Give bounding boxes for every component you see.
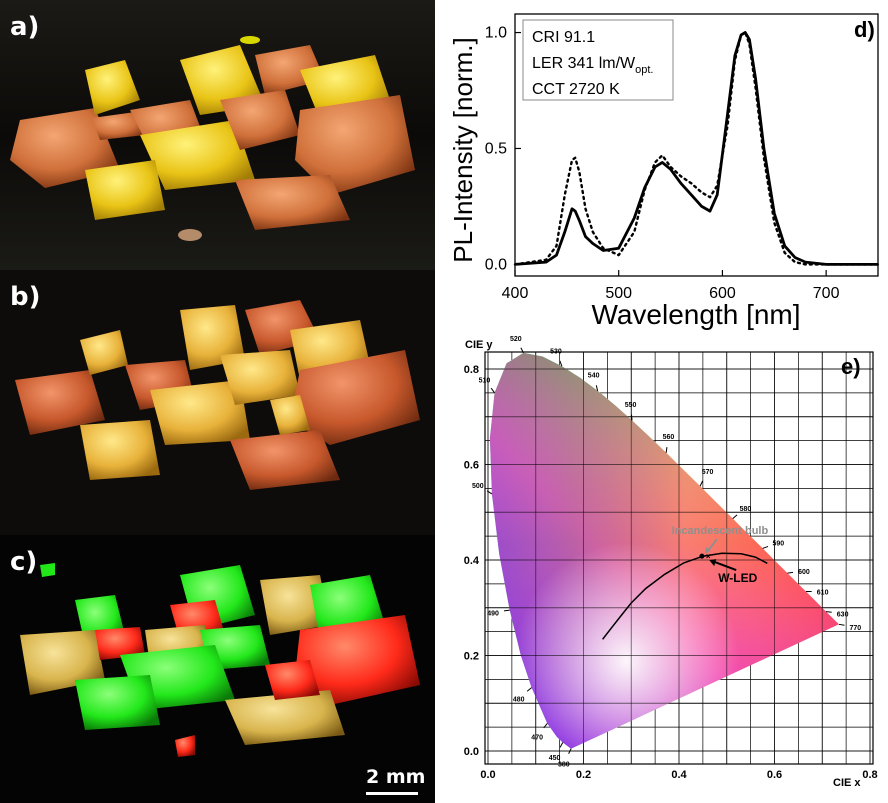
x-tick-label-d: 700 <box>813 285 840 302</box>
wavelength-tick <box>490 387 496 394</box>
axis-ticks-d: 400 500 600 700 0.0 0.5 1.0 <box>485 25 840 302</box>
x-tick-label-e: 0.0 <box>480 769 495 781</box>
wavelength-tick <box>559 360 563 367</box>
wavelength-label: 470 <box>531 735 543 742</box>
incandescent-label: Incandescent bulb <box>672 525 769 537</box>
cct-text: CCT 2720 K <box>532 81 620 98</box>
panel-label-a: a) <box>10 12 40 42</box>
y-axis-label-e: CIE y <box>465 339 493 351</box>
wavelength-tick <box>486 490 493 495</box>
y-tick-label-d: 0.0 <box>485 256 507 273</box>
spectrum-line-dotted <box>513 31 880 266</box>
wavelength-label: 530 <box>550 349 562 356</box>
y-tick-label-e: 0.0 <box>464 746 479 758</box>
wavelength-label: 630 <box>837 611 849 618</box>
wled-arrowhead <box>709 559 717 567</box>
panel-label-d: d) <box>854 17 875 42</box>
wavelength-tick <box>699 480 704 487</box>
photo-panel-c: c) 2 mm <box>0 535 435 803</box>
scale-bar-label: 2 mm <box>366 766 426 788</box>
y-tick-label-e: 0.2 <box>464 651 479 663</box>
wavelength-label: 380 <box>558 762 570 769</box>
photo-a-image <box>0 0 435 270</box>
wavelength-tick <box>838 623 845 626</box>
wavelength-tick <box>825 611 832 613</box>
cri-text: CRI 91.1 <box>532 29 595 46</box>
x-tick-label-d: 400 <box>502 285 529 302</box>
wavelength-label: 560 <box>663 434 675 441</box>
wavelength-tick <box>559 742 564 748</box>
color-points: × Incandescent bulb W-LED <box>672 525 769 585</box>
wavelength-tick <box>520 347 524 354</box>
x-tick-label-e: 0.2 <box>576 769 591 781</box>
axis-ticks-e: 0.0 0.2 0.4 0.6 0.8 0.0 0.2 0.4 0.6 0.8 <box>464 364 878 781</box>
x-axis-label-d: Wavelength [nm] <box>591 299 800 330</box>
wavelength-label: 590 <box>772 541 784 548</box>
wavelength-label: 600 <box>798 569 810 576</box>
x-tick-label-e: 0.4 <box>671 769 687 781</box>
wavelength-tick <box>732 514 738 520</box>
y-tick-label-d: 1.0 <box>485 25 507 42</box>
y-axis-label-d: PL-Intensity [norm.] <box>448 37 478 262</box>
wavelength-label: 510 <box>479 378 491 385</box>
wavelength-label: 480 <box>513 696 525 703</box>
scale-bar <box>366 792 418 795</box>
y-tick-label-e: 0.4 <box>464 555 480 567</box>
wavelength-tick <box>503 609 510 612</box>
wavelength-tick <box>665 447 668 453</box>
y-tick-label-d: 0.5 <box>485 140 507 157</box>
wavelength-label: 770 <box>849 625 861 632</box>
x-tick-label-e: 0.6 <box>767 769 782 781</box>
x-tick-label-e: 0.8 <box>862 769 877 781</box>
wled-arrow <box>711 560 737 572</box>
wavelength-label: 610 <box>817 589 829 596</box>
planckian-locus <box>602 552 768 640</box>
series-lines-d <box>513 31 880 266</box>
x-tick-label-d: 500 <box>605 285 632 302</box>
ler-text: LER 341 lm/Wopt. <box>532 55 654 76</box>
wled-label: W-LED <box>718 571 757 585</box>
point-marker: × <box>706 552 711 561</box>
y-tick-label-e: 0.6 <box>464 460 479 472</box>
photo-b-image <box>0 270 435 535</box>
incandescent-point <box>699 553 705 559</box>
photo-c-image <box>0 535 435 803</box>
wavelength-label: 490 <box>487 610 499 617</box>
y-tick-label-e: 0.8 <box>464 364 479 376</box>
panel-label-e: e) <box>841 354 861 379</box>
wavelength-tick <box>568 748 572 754</box>
wavelength-tick <box>543 723 548 729</box>
wavelength-label: 450 <box>549 755 561 762</box>
photo-panel-b: b) <box>0 270 435 535</box>
wavelength-label: 520 <box>510 336 522 343</box>
wavelength-label: 580 <box>740 506 752 513</box>
panel-label-b: b) <box>10 282 41 312</box>
wavelength-label: 550 <box>625 402 637 409</box>
wavelength-tick <box>526 687 532 692</box>
wavelength-tick <box>787 571 794 574</box>
wavelength-tick <box>595 385 599 391</box>
x-tick-label-d: 600 <box>709 285 736 302</box>
wavelength-label: 570 <box>702 469 714 476</box>
wavelength-label: 500 <box>472 483 484 490</box>
wavelength-tick <box>762 545 769 549</box>
grid-overlay-e <box>485 352 873 764</box>
panel-label-c: c) <box>10 547 38 577</box>
incandescent-arrowhead <box>704 547 711 555</box>
spectrum-line-solid <box>514 31 878 266</box>
x-axis-label-e: CIE x <box>833 777 861 789</box>
photo-panel-a: a) <box>0 0 435 270</box>
wavelength-label: 540 <box>588 373 600 380</box>
pl-spectrum-chart: 400 500 600 700 0.0 0.5 1.0 CRI 91.1 LER 341 l… <box>448 13 880 330</box>
info-box <box>522 19 674 101</box>
